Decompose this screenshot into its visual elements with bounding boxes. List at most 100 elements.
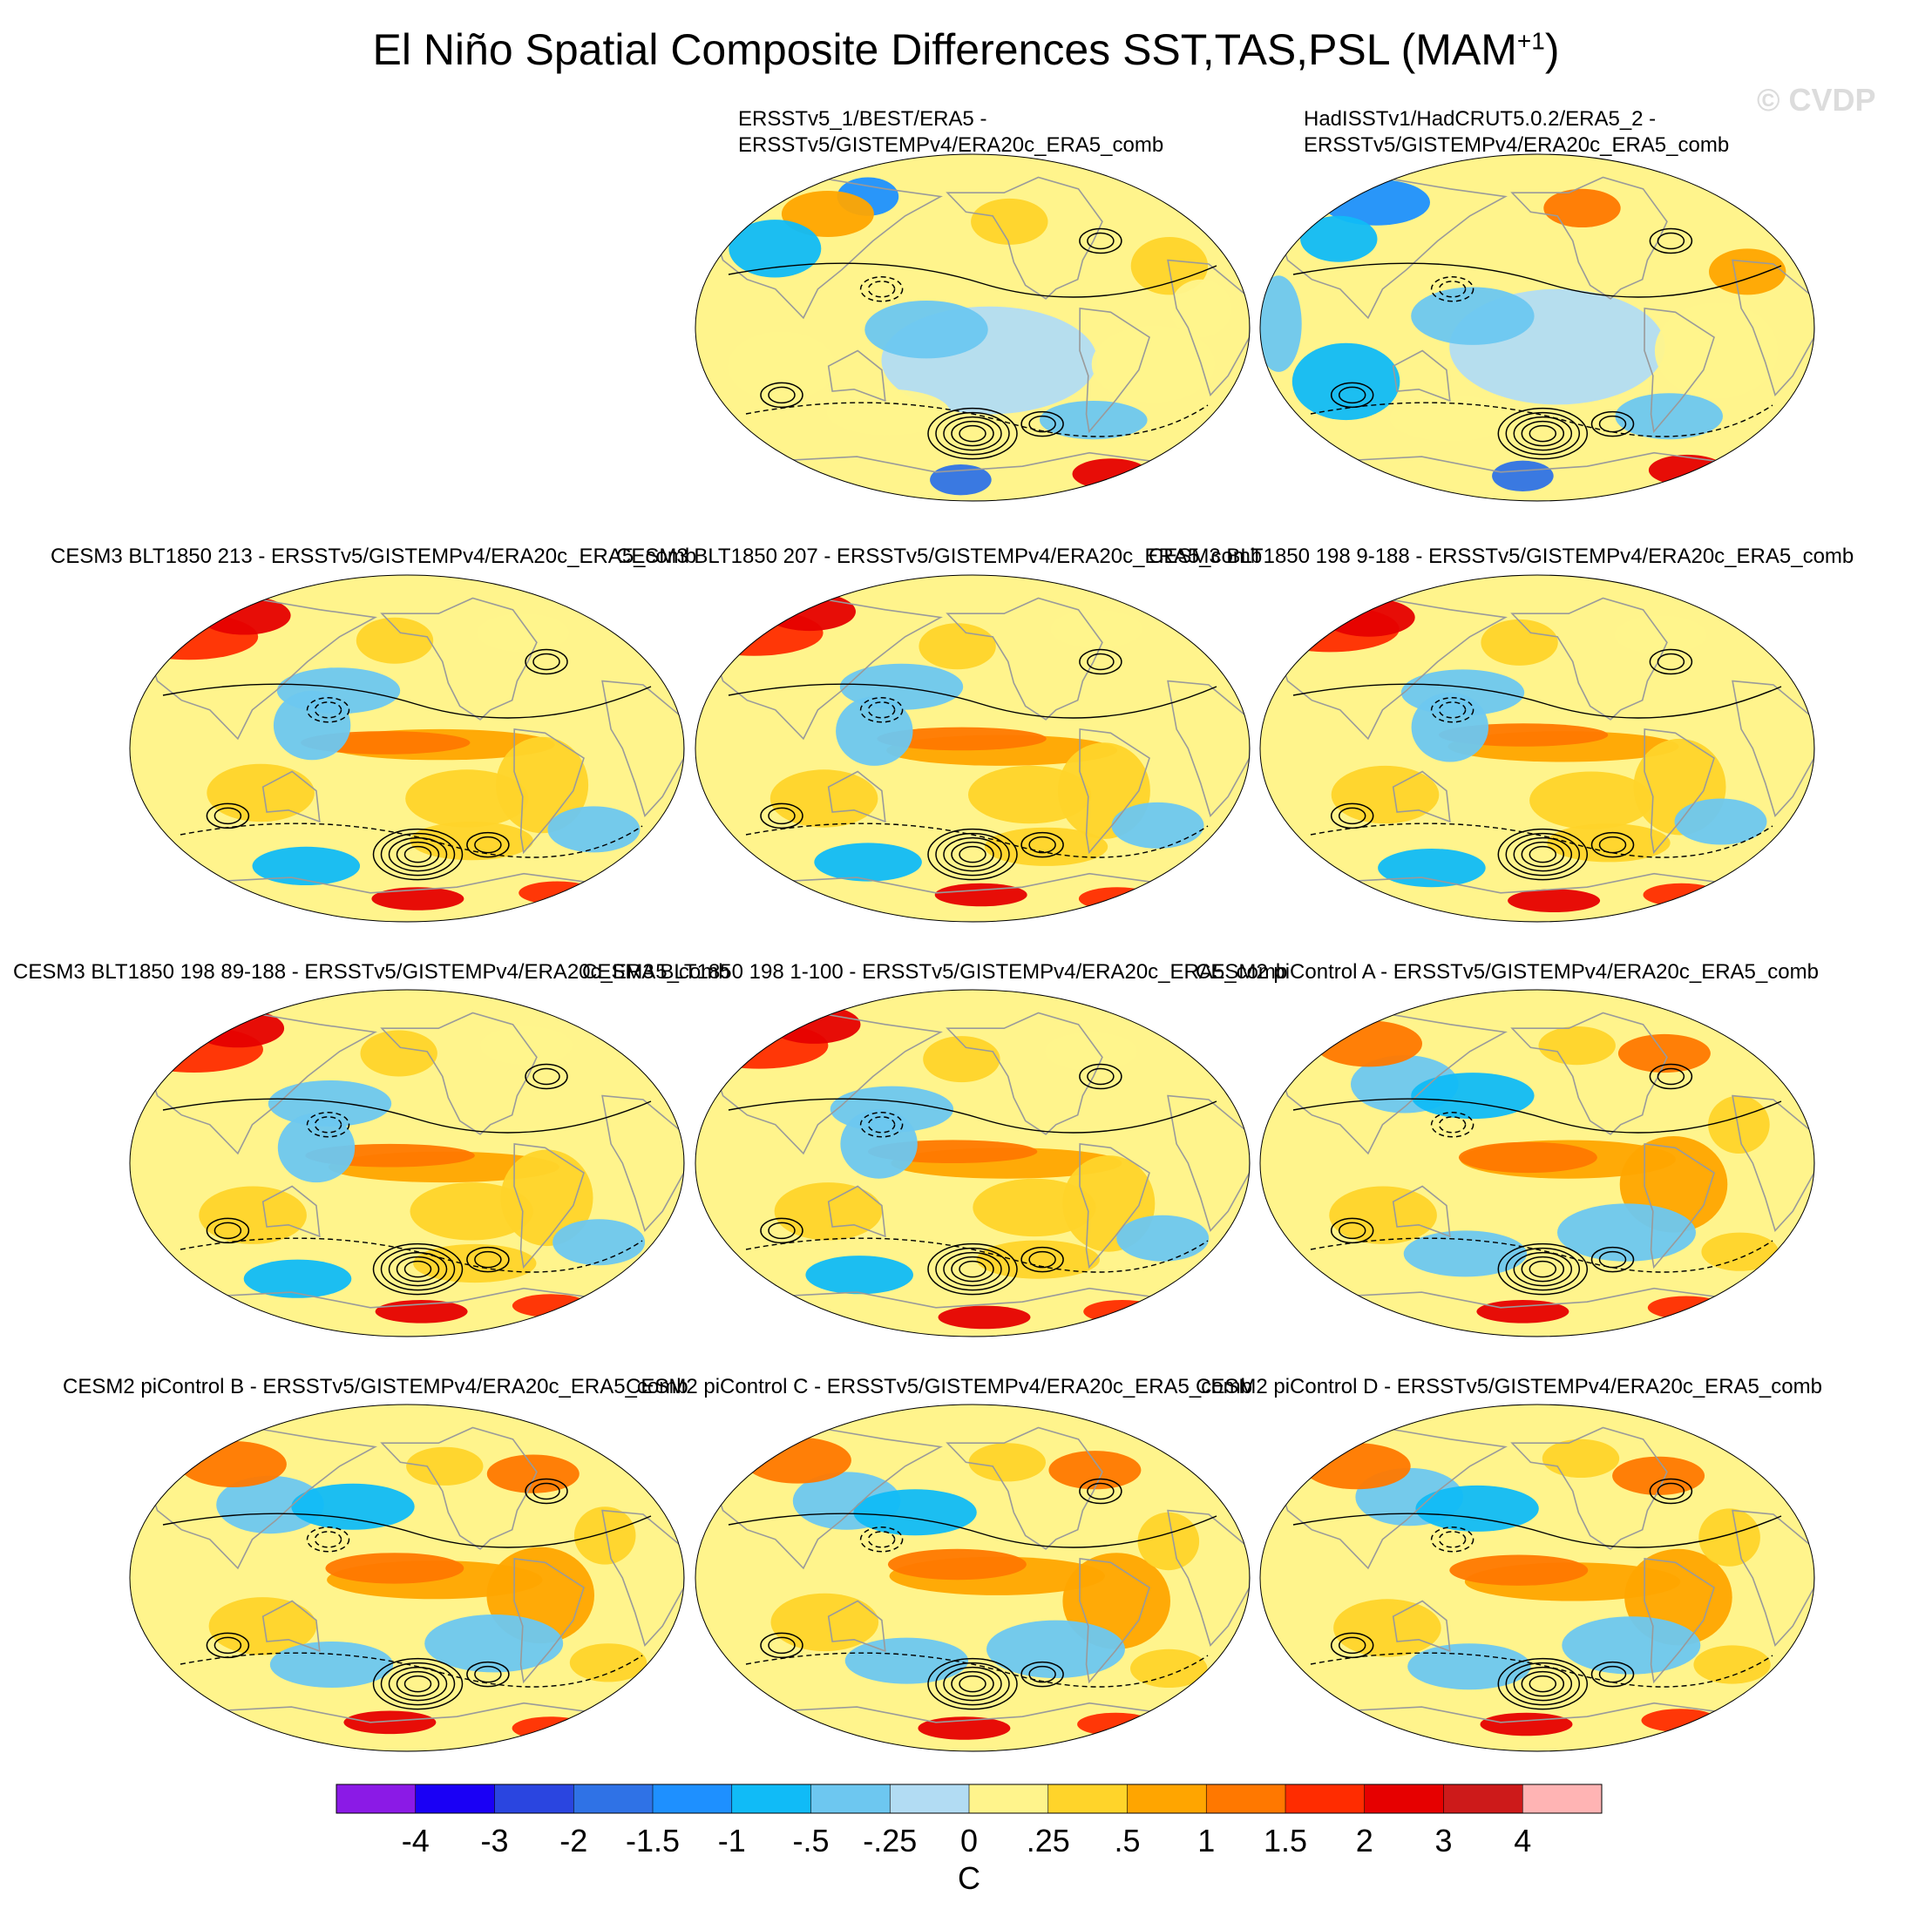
- anomaly-patch: [480, 1026, 573, 1066]
- anomaly-patch: [1040, 401, 1148, 440]
- psl-contour: [1310, 822, 1773, 858]
- anomaly-patch: [1708, 1095, 1770, 1154]
- psl-contour: [1020, 1661, 1064, 1688]
- colorbar-tick-label: .25: [1027, 1823, 1070, 1858]
- panel-title-8: CESM2 piControl A - ERSSTv5/GISTEMPv4/ER…: [1196, 960, 1819, 984]
- psl-contour: [760, 1632, 803, 1659]
- colorbar-tick-label: -1: [718, 1823, 746, 1858]
- coastline-eurasia: [715, 597, 943, 741]
- psl-contour: [403, 1675, 432, 1693]
- psl-contour: [1330, 1632, 1374, 1659]
- psl-contour: [474, 1250, 502, 1269]
- map-boundary: [695, 1404, 1251, 1752]
- colorbar-swatch-7: [890, 1784, 970, 1813]
- anomaly-patch: [1291, 342, 1400, 421]
- anomaly-patch: [1698, 1508, 1760, 1567]
- psl-contour: [867, 1531, 896, 1548]
- coastline-namerica: [1510, 1012, 1668, 1135]
- map-boundary: [129, 989, 685, 1337]
- psl-contour: [927, 828, 1018, 881]
- anomaly-patch: [1562, 1616, 1701, 1675]
- colorbar-tick-label: 3: [1434, 1823, 1452, 1858]
- anomaly-patch: [805, 1256, 913, 1295]
- colorbar-swatch-2: [494, 1784, 574, 1813]
- psl-contour: [1087, 653, 1115, 671]
- psl-contour: [466, 1661, 510, 1688]
- coastline-antarctica: [1308, 872, 1766, 922]
- psl-contour: [1590, 1246, 1635, 1273]
- coastline-antarctica: [743, 872, 1202, 922]
- anomaly-patch: [406, 1446, 484, 1486]
- anomaly-patch: [1303, 1443, 1411, 1490]
- anomaly-patch: [1458, 1141, 1597, 1174]
- psl-contour: [1529, 424, 1557, 443]
- anomaly-patch: [1538, 1026, 1616, 1066]
- anomaly-patch: [971, 198, 1048, 245]
- anomaly-patch: [1083, 1300, 1161, 1323]
- psl-contour: [1020, 410, 1064, 437]
- psl-contour: [525, 1063, 568, 1090]
- psl-contour: [388, 1251, 448, 1287]
- colorbar-tick-label: -2: [559, 1823, 587, 1858]
- coastline-eurasia: [1280, 176, 1508, 320]
- psl-contour: [214, 1636, 242, 1655]
- coastline-samerica: [513, 728, 585, 855]
- psl-contour: [951, 420, 994, 447]
- psl-contour: [959, 1260, 986, 1278]
- anomaly-patch: [1612, 1456, 1705, 1495]
- psl-contour: [1505, 1247, 1581, 1291]
- colorbar-swatch-11: [1206, 1784, 1286, 1813]
- map-boundary: [1259, 989, 1815, 1337]
- psl-contour: [1590, 831, 1635, 858]
- coastline-eurasia: [1280, 1012, 1508, 1155]
- psl-contour: [1310, 402, 1773, 437]
- anomaly-patch: [728, 331, 836, 401]
- psl-contour: [728, 1098, 1217, 1134]
- anomaly-patch: [768, 1005, 861, 1044]
- anomaly-patch: [1322, 598, 1415, 637]
- psl-contour: [1521, 420, 1565, 447]
- panel-title-10: CESM2 piControl C - ERSSTv5/GISTEMPv4/ER…: [626, 1375, 1252, 1398]
- psl-contour: [396, 1670, 440, 1697]
- anomaly-patch: [938, 1305, 1031, 1330]
- colorbar-swatch-10: [1127, 1784, 1207, 1813]
- psl-contour: [474, 836, 502, 854]
- coastline-australia: [261, 1600, 321, 1653]
- anomaly-patch: [500, 1149, 593, 1247]
- panel-title-6: CESM3 BLT1850 198 89-188 - ERSSTv5/GISTE…: [13, 960, 730, 984]
- coastline-africa: [1732, 680, 1814, 817]
- psl-contour: [1513, 836, 1573, 872]
- panel-title-9: CESM2 piControl B - ERSSTv5/GISTEMPv4/ER…: [63, 1375, 688, 1398]
- psl-contour: [1590, 1661, 1635, 1688]
- coastline-africa: [1732, 259, 1814, 396]
- anomaly-patch: [512, 1294, 590, 1317]
- anomaly-patch: [836, 696, 913, 766]
- anomaly-patch: [291, 1483, 415, 1530]
- psl-contour: [943, 1666, 1002, 1702]
- anomaly-patch: [519, 881, 596, 905]
- coastline-namerica: [380, 1426, 538, 1550]
- anomaly-patch: [477, 613, 570, 653]
- psl-contour: [935, 1247, 1010, 1291]
- psl-contour: [927, 407, 1018, 460]
- psl-contour: [1079, 648, 1122, 675]
- anomaly-patch: [1333, 1599, 1441, 1657]
- anomaly-patch: [199, 1186, 307, 1244]
- anomaly-patch: [1411, 287, 1535, 345]
- psl-contour: [768, 1636, 796, 1655]
- anomaly-patch: [1543, 188, 1621, 227]
- coastline-africa: [601, 1094, 684, 1232]
- anomaly-patch: [371, 887, 464, 910]
- colorbar-tick-label: -3: [480, 1823, 508, 1858]
- psl-contour: [525, 1478, 568, 1505]
- panel-map-7: [695, 989, 1251, 1337]
- psl-contour: [532, 1482, 560, 1500]
- coastline-africa: [1732, 1509, 1814, 1647]
- psl-contour: [1497, 1657, 1589, 1710]
- psl-contour: [314, 1531, 342, 1548]
- colorbar-tick-label: .5: [1114, 1823, 1140, 1858]
- coastline-antarctica: [743, 1702, 1202, 1751]
- anomaly-patch: [887, 1548, 1027, 1581]
- psl-contour: [532, 653, 560, 671]
- anomaly-patch: [864, 301, 988, 359]
